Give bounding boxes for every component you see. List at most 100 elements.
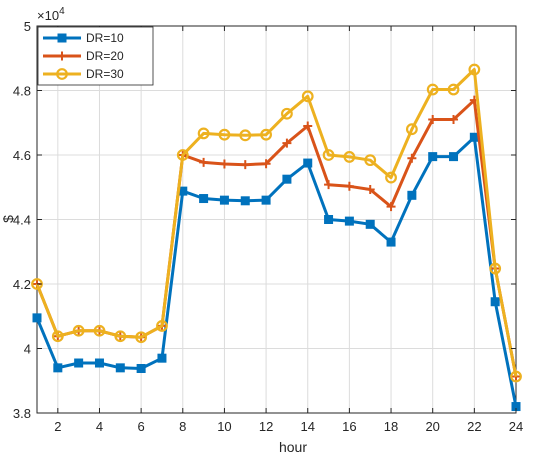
data-point: [32, 313, 42, 323]
legend-swatch-marker: [57, 51, 67, 61]
y-axis-ticks: 3.8 4 4.2 4.4 4.6 4.8 5: [13, 19, 516, 421]
data-point: [261, 195, 271, 205]
data-point: [240, 160, 250, 170]
data-point: [197, 127, 210, 140]
data-point: [136, 363, 146, 373]
data-point: [344, 181, 354, 191]
data-point: [157, 353, 167, 363]
y-exponent-power: 4: [59, 6, 65, 17]
data-point: [53, 363, 63, 373]
legend-label: DR=30: [86, 67, 124, 81]
data-point: [199, 157, 209, 167]
data-point: [449, 115, 459, 125]
data-point: [489, 262, 502, 275]
data-point: [364, 154, 377, 167]
data-point: [428, 152, 438, 162]
series-3: [31, 63, 522, 383]
data-point: [261, 159, 271, 169]
y-tick-label: 4.4: [13, 213, 31, 228]
data-point: [449, 152, 459, 162]
data-point: [219, 159, 229, 169]
data-point: [114, 330, 127, 343]
data-point: [490, 297, 500, 307]
legend-label: DR=20: [86, 49, 124, 63]
x-axis-ticks: 2 4 6 8 10 12 14 16 18 20 22 24: [54, 26, 523, 434]
data-point: [386, 237, 396, 247]
x-tick-label: 10: [217, 419, 231, 434]
y-exponent-base: ×10: [37, 8, 59, 23]
data-point: [447, 83, 460, 96]
legend-item: DR=20: [43, 49, 124, 63]
legend-label: DR=10: [86, 31, 124, 45]
x-axis-label: hour: [279, 439, 307, 455]
data-point: [219, 195, 229, 205]
x-tick-label: 14: [301, 419, 315, 434]
data-point: [93, 324, 106, 337]
data-point: [115, 363, 125, 373]
x-tick-label: 2: [54, 419, 61, 434]
legend: DR=10 DR=20 DR=30: [37, 26, 154, 86]
legend-swatch-marker: [56, 68, 68, 80]
data-point: [260, 128, 272, 141]
y-tick-label: 4: [24, 342, 31, 357]
data-point: [426, 83, 439, 96]
data-point: [386, 202, 396, 212]
y-tick-label: 4.2: [13, 277, 31, 292]
y-tick-label: 4.8: [13, 84, 31, 99]
data-point: [303, 121, 313, 131]
x-tick-label: 6: [138, 419, 145, 434]
data-point: [281, 107, 293, 120]
y-axis-label: $: [0, 215, 16, 223]
data-point: [135, 331, 148, 344]
data-point: [385, 171, 397, 184]
data-point: [218, 128, 231, 141]
series-line: [35, 68, 518, 377]
data-point: [94, 358, 104, 368]
y-tick-label: 5: [24, 19, 31, 34]
data-point: [365, 185, 375, 195]
y-axis-exponent: ×104: [37, 6, 65, 23]
data-point: [344, 216, 354, 226]
data-point: [74, 358, 84, 368]
x-tick-label: 12: [259, 419, 273, 434]
data-point: [324, 215, 334, 224]
x-tick-label: 4: [96, 419, 103, 434]
x-tick-label: 24: [509, 419, 523, 434]
data-point: [72, 324, 85, 337]
data-point: [343, 151, 356, 163]
x-tick-label: 20: [425, 419, 439, 434]
legend-swatch-marker: [57, 33, 67, 43]
x-tick-label: 8: [179, 419, 186, 434]
data-point: [407, 190, 417, 200]
legend-item: DR=10: [43, 31, 124, 45]
y-tick-label: 3.8: [13, 406, 31, 421]
data-point: [322, 149, 335, 161]
data-point: [303, 158, 313, 168]
data-point: [282, 174, 292, 184]
data-point: [468, 63, 481, 76]
data-point: [176, 149, 189, 161]
x-tick-label: 18: [384, 419, 398, 434]
data-point: [428, 115, 438, 125]
x-tick-label: 16: [342, 419, 356, 434]
data-point: [405, 123, 418, 136]
legend-item: DR=30: [43, 67, 124, 81]
data-point: [156, 320, 168, 332]
data-point: [407, 153, 417, 163]
series-line: [35, 98, 518, 377]
data-point: [199, 194, 209, 204]
data-point: [301, 90, 314, 103]
data-point: [282, 138, 292, 148]
data-point: [324, 180, 334, 190]
series-line: [35, 135, 518, 407]
data-point: [365, 219, 375, 229]
data-point: [510, 370, 522, 383]
series-layer: [31, 63, 522, 412]
y-tick-label: 4.6: [13, 148, 31, 163]
data-point: [240, 196, 250, 206]
data-point: [51, 330, 64, 343]
x-tick-label: 22: [467, 419, 481, 434]
series-2: [32, 95, 521, 382]
series-1: [32, 132, 521, 412]
